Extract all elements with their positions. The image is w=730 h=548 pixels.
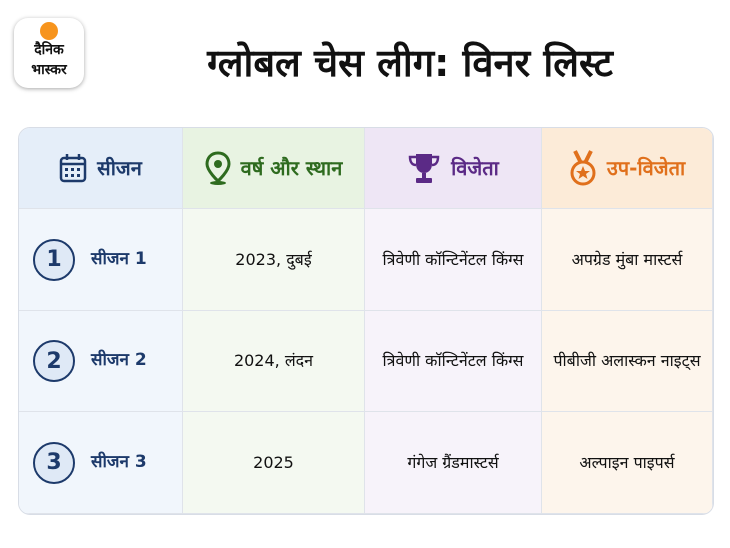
pin-icon <box>205 151 231 185</box>
header-text: वर्ष और स्थान <box>240 156 343 180</box>
winner-cell: त्रिवेणी कॉन्टिनेंटल किंग्स <box>365 209 542 311</box>
winner-cell: गंगेज ग्रैंडमास्टर्स <box>365 412 542 514</box>
runner-up-cell: अल्पाइन पाइपर्स <box>542 412 713 514</box>
number-badge: 3 <box>33 441 75 484</box>
season-cell: 3 सीजन 3 <box>19 412 183 514</box>
logo-sun <box>40 22 58 40</box>
logo-text: भास्कर <box>31 62 67 78</box>
header-text: विजेता <box>451 156 499 180</box>
runner-up-cell: अपग्रेड मुंबा मास्टर्स <box>542 209 713 311</box>
season-cell: 2 सीजन 2 <box>19 311 183 412</box>
season-text: सीजन 3 <box>91 451 147 472</box>
medal-icon <box>570 150 596 186</box>
runner-up-cell: पीबीजी अलास्कन नाइट्स <box>542 311 713 412</box>
header-text: उप-विजेता <box>606 156 686 180</box>
season-text: सीजन 1 <box>91 248 147 269</box>
number-badge: 2 <box>33 340 75 382</box>
season-cell: 1 सीजन 1 <box>19 209 183 311</box>
logo: दैनिक भास्कर <box>14 18 84 88</box>
year-place-cell: 2023, दुबई <box>183 209 365 311</box>
number-badge: 1 <box>33 238 75 281</box>
header-cell: विजेता <box>365 128 542 209</box>
year-place-cell: 2025 <box>183 412 365 514</box>
header-text: सीजन <box>97 156 142 180</box>
trophy-icon <box>408 154 440 183</box>
header-cell: उप-विजेता <box>542 128 713 209</box>
header-cell: वर्ष और स्थान <box>183 128 365 209</box>
winner-cell: त्रिवेणी कॉन्टिनेंटल किंग्स <box>365 311 542 412</box>
header-cell: सीजन <box>19 128 183 209</box>
calendar-icon <box>59 154 87 183</box>
season-text: सीजन 2 <box>91 350 147 371</box>
logo-text: दैनिक <box>34 42 64 58</box>
table: सीजन वर्ष और स्थान विजेता उप-विजेता 1 सीज… <box>18 127 714 515</box>
title: ग्लोबल चेस लीग: विनर लिस्ट <box>207 41 613 85</box>
year-place-cell: 2024, लंदन <box>183 311 365 412</box>
